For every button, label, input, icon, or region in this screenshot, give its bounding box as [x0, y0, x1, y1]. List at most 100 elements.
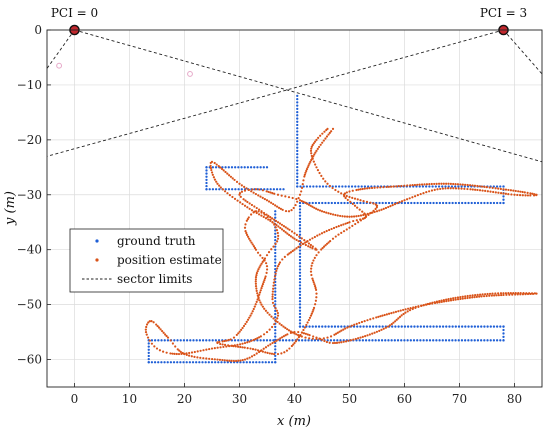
position-estimate-point — [255, 300, 258, 303]
ground-truth-point — [239, 361, 242, 364]
position-estimate-point — [256, 337, 259, 340]
position-estimate-point — [524, 194, 527, 197]
position-estimate-point — [270, 217, 274, 220]
position-estimate-point — [221, 343, 224, 346]
position-estimate-point — [320, 232, 324, 235]
position-estimate-point — [517, 190, 520, 193]
position-estimate-point — [320, 248, 323, 251]
position-estimate-point — [529, 292, 532, 296]
position-estimate-point — [373, 331, 376, 334]
ground-truth-point — [147, 342, 150, 345]
position-estimate-point — [258, 293, 261, 296]
position-estimate-point — [337, 233, 340, 236]
position-estimate-point — [449, 182, 452, 185]
position-estimate-point — [484, 293, 487, 296]
ground-truth-point — [460, 339, 464, 342]
ground-truth-point — [153, 361, 157, 364]
position-estimate-point — [230, 344, 233, 347]
position-estimate-point — [255, 272, 258, 275]
position-estimate-point — [334, 213, 337, 217]
position-estimate-point — [273, 352, 276, 356]
position-estimate-point — [232, 336, 236, 339]
position-estimate-point — [250, 203, 254, 207]
position-estimate-point — [514, 189, 517, 193]
position-estimate-point — [256, 298, 259, 301]
position-estimate-point — [342, 328, 345, 331]
ground-truth-point — [406, 339, 409, 342]
position-estimate-point — [492, 190, 495, 194]
ground-truth-point — [298, 300, 302, 303]
ground-truth-point — [341, 185, 344, 188]
position-estimate-point — [332, 226, 336, 230]
position-estimate-point — [315, 337, 318, 341]
ground-truth-point — [274, 210, 277, 213]
ground-truth-point — [467, 201, 470, 205]
ground-truth-point — [266, 188, 269, 191]
ground-truth-point — [298, 249, 302, 252]
position-estimate-point — [348, 325, 351, 328]
position-estimate-point — [535, 292, 538, 295]
position-estimate-point — [425, 183, 429, 186]
position-estimate-point — [440, 300, 443, 303]
ground-truth-point — [308, 185, 312, 188]
position-estimate-point — [433, 182, 436, 186]
position-estimate-point — [379, 315, 382, 318]
ground-truth-point — [189, 339, 192, 342]
ground-truth-point — [438, 325, 442, 328]
position-estimate-point — [319, 143, 322, 146]
position-estimate-point — [457, 187, 460, 190]
ground-truth-point — [366, 185, 370, 188]
series-layer — [46, 29, 543, 364]
position-estimate-point — [392, 321, 395, 324]
ground-truth-point — [279, 188, 282, 191]
position-estimate-point — [422, 192, 425, 195]
position-estimate-point — [209, 164, 212, 167]
position-estimate-point — [276, 352, 280, 356]
ground-truth-point — [157, 361, 160, 364]
ground-truth-point — [296, 97, 299, 101]
position-estimate-point — [290, 209, 293, 212]
position-estimate-point — [499, 292, 503, 295]
ground-truth-point — [169, 361, 173, 364]
position-estimate-point — [297, 240, 300, 243]
position-estimate-point — [310, 312, 313, 315]
position-estimate-point — [438, 301, 441, 304]
position-estimate-point — [253, 205, 256, 208]
position-estimate-point — [318, 233, 321, 236]
position-estimate-point — [271, 293, 274, 296]
ground-truth-point — [495, 201, 499, 205]
position-estimate-point — [144, 330, 148, 334]
ground-truth-point — [160, 339, 163, 342]
position-estimate-point — [265, 271, 268, 274]
position-estimate-point — [256, 292, 259, 295]
position-estimate-point — [241, 326, 244, 330]
position-estimate-point — [454, 183, 457, 186]
ground-truth-point — [324, 201, 327, 205]
position-estimate-point — [392, 311, 395, 314]
ground-truth-point — [274, 325, 277, 329]
position-estimate-point — [526, 292, 530, 296]
position-estimate-point — [327, 241, 330, 244]
position-estimate-point — [216, 358, 219, 361]
ground-truth-point — [298, 325, 302, 328]
position-estimate-point — [153, 345, 156, 348]
position-estimate-point — [251, 188, 254, 191]
position-estimate-point — [256, 251, 260, 254]
position-estimate-point — [276, 237, 280, 240]
position-estimate-point — [435, 182, 438, 185]
ground-truth-point — [296, 104, 299, 107]
position-estimate-point — [442, 300, 446, 303]
position-estimate-point — [271, 290, 274, 293]
position-estimate-point — [246, 218, 249, 221]
y-tick-label: −60 — [17, 353, 42, 367]
position-estimate-point — [331, 237, 335, 240]
ground-truth-point — [321, 185, 325, 188]
ground-truth-point — [354, 185, 357, 188]
position-estimate-point — [289, 251, 293, 254]
position-estimate-point — [449, 299, 453, 302]
position-estimate-point — [408, 309, 412, 312]
position-estimate-point — [169, 339, 172, 342]
position-estimate-point — [351, 189, 354, 192]
position-estimate-point — [478, 185, 481, 188]
ground-truth-point — [275, 188, 279, 191]
